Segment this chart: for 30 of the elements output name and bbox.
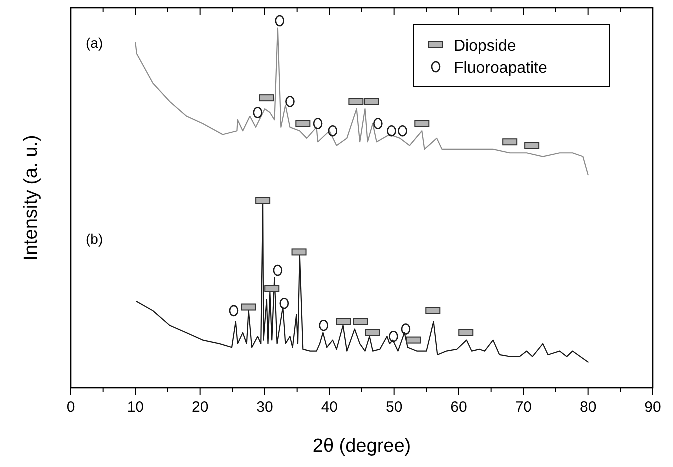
point <box>389 330 398 342</box>
point <box>398 125 408 137</box>
x-tick-label: 60 <box>450 399 468 416</box>
x-tick-label: 20 <box>192 399 209 416</box>
x-tick-label: 10 <box>127 399 144 416</box>
y-axis-title: Intensity (a. u.) <box>21 135 42 261</box>
x-tick-label: 0 <box>66 399 76 416</box>
point <box>273 264 283 276</box>
annotation: (b) <box>86 231 104 247</box>
legend-label: Diopside <box>454 38 516 55</box>
point <box>313 118 323 130</box>
x-tick-label: 90 <box>644 399 662 416</box>
legend-label: Fluoroapatite <box>454 60 548 77</box>
annotation: (a) <box>86 35 104 51</box>
x-tick-label: 40 <box>321 399 338 416</box>
point <box>286 96 295 108</box>
point <box>401 324 411 335</box>
x-tick-label: 70 <box>515 399 532 416</box>
point <box>280 298 290 310</box>
point <box>328 125 338 137</box>
point <box>374 118 383 130</box>
x-axis-title: 2θ (degree) <box>312 436 412 457</box>
x-tick-label: 50 <box>386 399 403 416</box>
point <box>229 305 239 317</box>
point <box>387 125 396 137</box>
x-tick-label: 80 <box>580 399 597 416</box>
point <box>319 320 328 332</box>
point <box>253 107 263 118</box>
point <box>275 15 285 27</box>
x-tick-label: 30 <box>256 399 274 416</box>
